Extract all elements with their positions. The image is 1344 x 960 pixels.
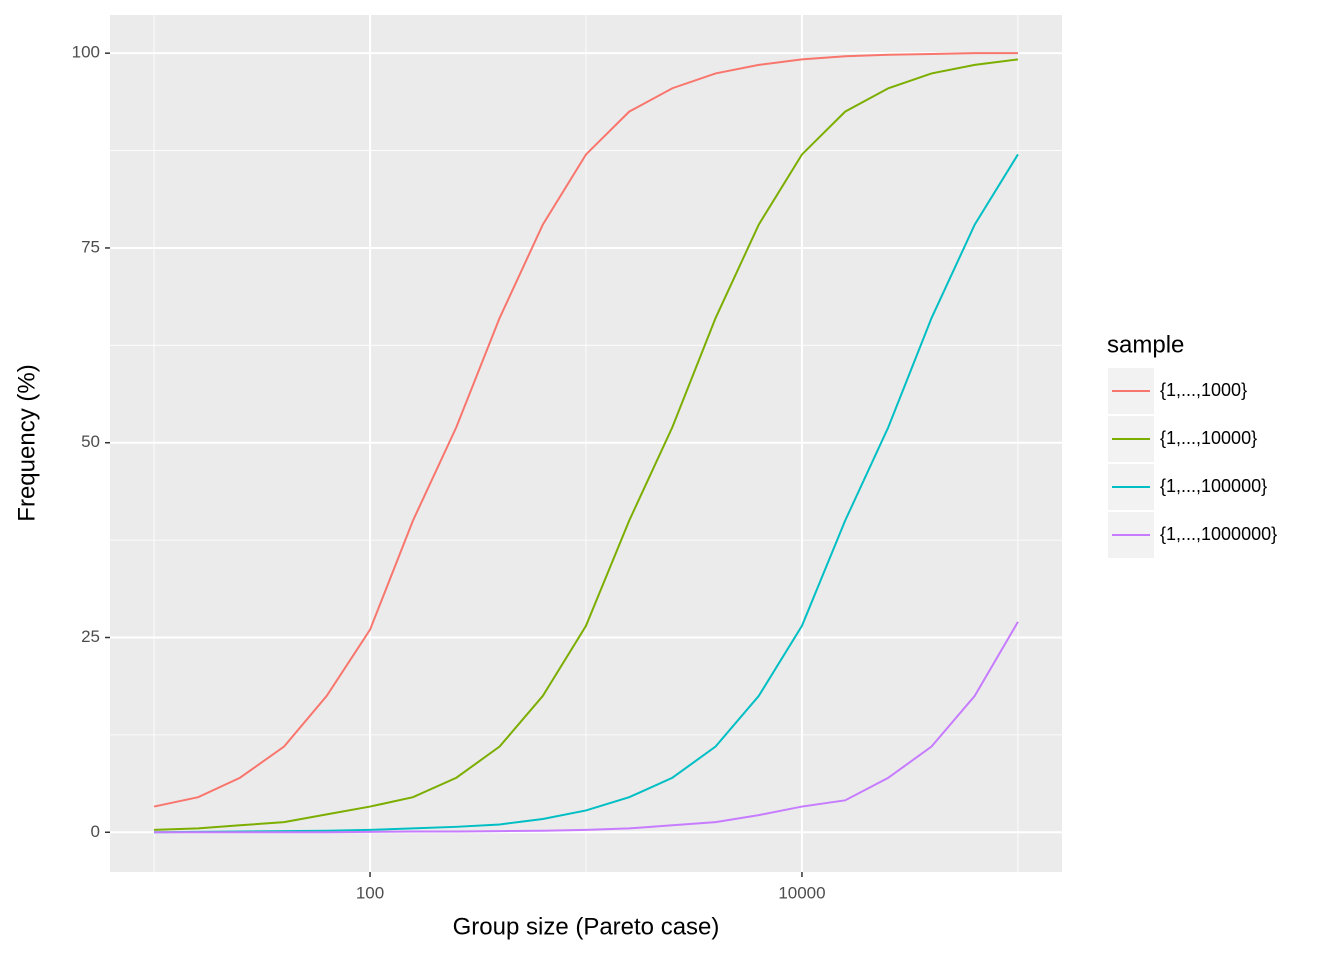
series-line: [153, 52, 1018, 808]
series-line: [154, 58, 1019, 831]
legend-label: {1,...,100000}: [1160, 476, 1267, 496]
legend-label: {1,...,1000}: [1160, 380, 1247, 400]
y-tick-label: 100: [72, 43, 100, 62]
series-line: [154, 621, 1019, 834]
legend-title: sample: [1107, 331, 1184, 358]
x-tick-label: 100: [356, 883, 384, 902]
series-line: [154, 153, 1019, 834]
y-tick-label: 75: [81, 237, 100, 256]
x-axis-title: Group size (Pareto case): [453, 913, 720, 940]
y-tick-label: 0: [91, 822, 100, 841]
y-tick-label: 25: [81, 627, 100, 646]
legend-label: {1,...,1000000}: [1160, 524, 1277, 544]
y-tick-label: 50: [81, 432, 100, 451]
x-tick-label: 10000: [778, 883, 825, 902]
y-axis-title: Frequency (%): [13, 364, 40, 521]
legend-label: {1,...,10000}: [1160, 428, 1257, 448]
